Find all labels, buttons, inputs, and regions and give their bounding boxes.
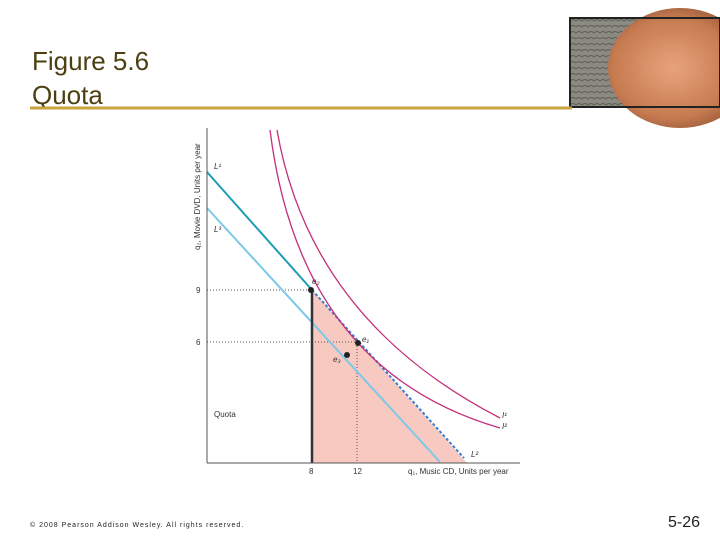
title-line-2: Quota	[32, 80, 103, 110]
point-e1	[355, 340, 361, 346]
point-e3	[344, 352, 350, 358]
budget-line-l1	[206, 171, 313, 291]
label-l3: L³	[214, 225, 221, 234]
budget-line-l3	[206, 207, 441, 463]
label-i1: I¹	[502, 411, 507, 420]
page-number: 5-26	[668, 514, 700, 531]
figure: q₂, Movie DVD, Units per year q₁, Music …	[193, 128, 520, 476]
y-axis-label: q₂, Movie DVD, Units per year	[193, 143, 202, 250]
x-tick-label: 12	[353, 467, 362, 476]
indifference-i2	[269, 129, 501, 429]
indifference-i1	[276, 129, 501, 419]
label-e1: e₁	[362, 335, 369, 344]
x-axis-label: q₁, Music CD, Units per year	[408, 467, 509, 476]
label-quota: Quota	[214, 410, 236, 419]
label-i2: I²	[502, 422, 507, 431]
label-e2: e₂	[312, 277, 320, 286]
x-tick-label: 8	[309, 467, 314, 476]
point-e2	[308, 287, 314, 293]
y-tick-label: 9	[196, 286, 201, 295]
label-l1: L¹	[214, 162, 221, 171]
title-line-1: Figure 5.6	[32, 46, 149, 76]
label-e3: e₃	[333, 355, 341, 364]
y-tick-label: 6	[196, 338, 201, 347]
copyright: © 2008 Pearson Addison Wesley. All right…	[30, 521, 244, 529]
label-l2: L²	[471, 450, 478, 459]
header-photo	[569, 8, 720, 128]
